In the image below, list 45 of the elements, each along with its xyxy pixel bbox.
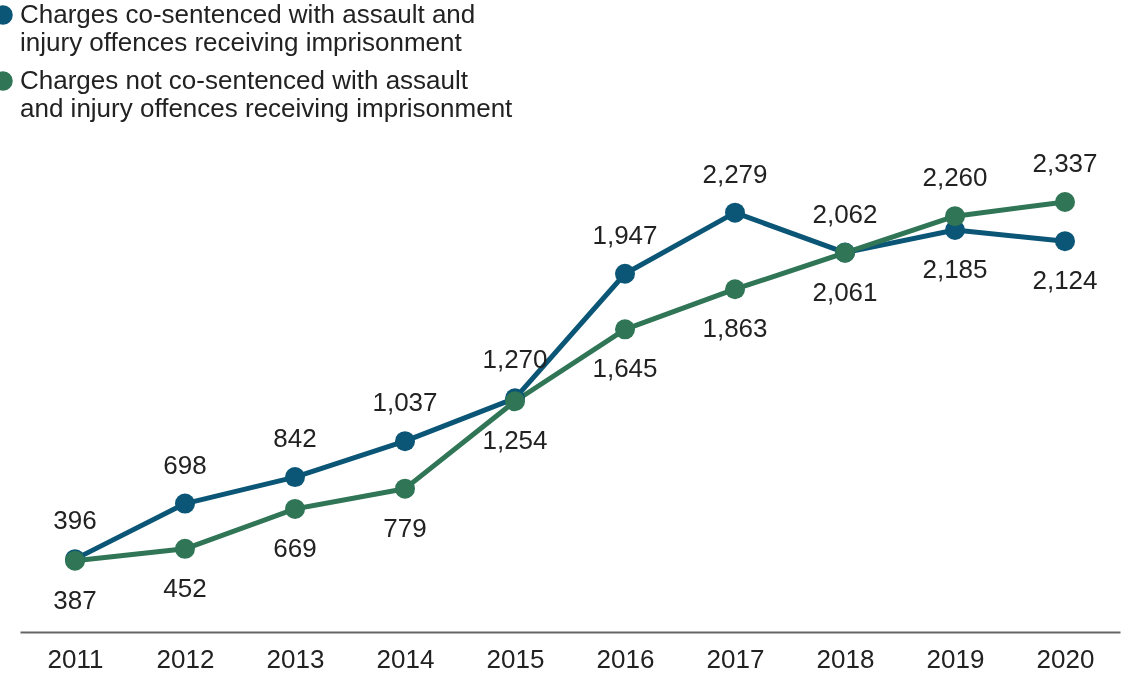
x-tick-label: 2018 bbox=[816, 643, 875, 674]
data-label: 2,260 bbox=[922, 162, 988, 193]
data-label: 1,645 bbox=[592, 353, 658, 384]
x-tick-label: 2015 bbox=[486, 643, 545, 674]
data-label: 1,947 bbox=[592, 219, 658, 250]
legend-label: Charges not co-sentenced with assault and injury offences receiving imprisonment bbox=[20, 65, 514, 123]
x-tick-label: 2019 bbox=[926, 643, 985, 674]
point bbox=[725, 202, 745, 223]
data-label: 2,185 bbox=[922, 253, 988, 284]
x-tick-label: 2017 bbox=[706, 643, 765, 674]
data-label: 669 bbox=[273, 532, 317, 563]
x-tick-label: 2013 bbox=[266, 643, 325, 674]
x-tick-label: 2011 bbox=[47, 643, 104, 674]
data-label: 2,061 bbox=[812, 276, 878, 307]
data-label: 842 bbox=[273, 423, 317, 454]
x-tick-label: 2014 bbox=[376, 643, 435, 674]
data-label: 2,062 bbox=[812, 198, 878, 229]
point bbox=[1055, 192, 1075, 212]
data-label: 1,254 bbox=[482, 425, 548, 456]
data-label: 1,270 bbox=[482, 344, 548, 375]
point bbox=[285, 467, 305, 488]
point bbox=[725, 279, 745, 300]
point bbox=[175, 493, 195, 514]
point bbox=[1055, 231, 1075, 252]
legend-label: Charges co-sentenced with assault and injury offences receiving imprisonment bbox=[20, 0, 476, 57]
data-label: 396 bbox=[53, 505, 97, 536]
data-label: 698 bbox=[163, 449, 207, 480]
point bbox=[395, 478, 415, 499]
data-label: 2,337 bbox=[1032, 148, 1098, 178]
point bbox=[285, 498, 305, 519]
point bbox=[615, 319, 635, 340]
data-label: 452 bbox=[163, 572, 207, 603]
x-tick-label: 2020 bbox=[1036, 643, 1095, 674]
point bbox=[175, 538, 195, 559]
data-label: 1,863 bbox=[702, 313, 768, 344]
point bbox=[395, 431, 415, 452]
x-tick-label: 2016 bbox=[596, 643, 655, 674]
point bbox=[615, 263, 635, 284]
data-label: 779 bbox=[383, 512, 427, 543]
data-label: 1,037 bbox=[372, 387, 438, 418]
point bbox=[945, 206, 965, 227]
data-label: 2,124 bbox=[1032, 265, 1098, 296]
x-tick-label: 2012 bbox=[156, 643, 215, 674]
data-label: 387 bbox=[53, 584, 97, 615]
data-label: 2,279 bbox=[702, 158, 768, 189]
